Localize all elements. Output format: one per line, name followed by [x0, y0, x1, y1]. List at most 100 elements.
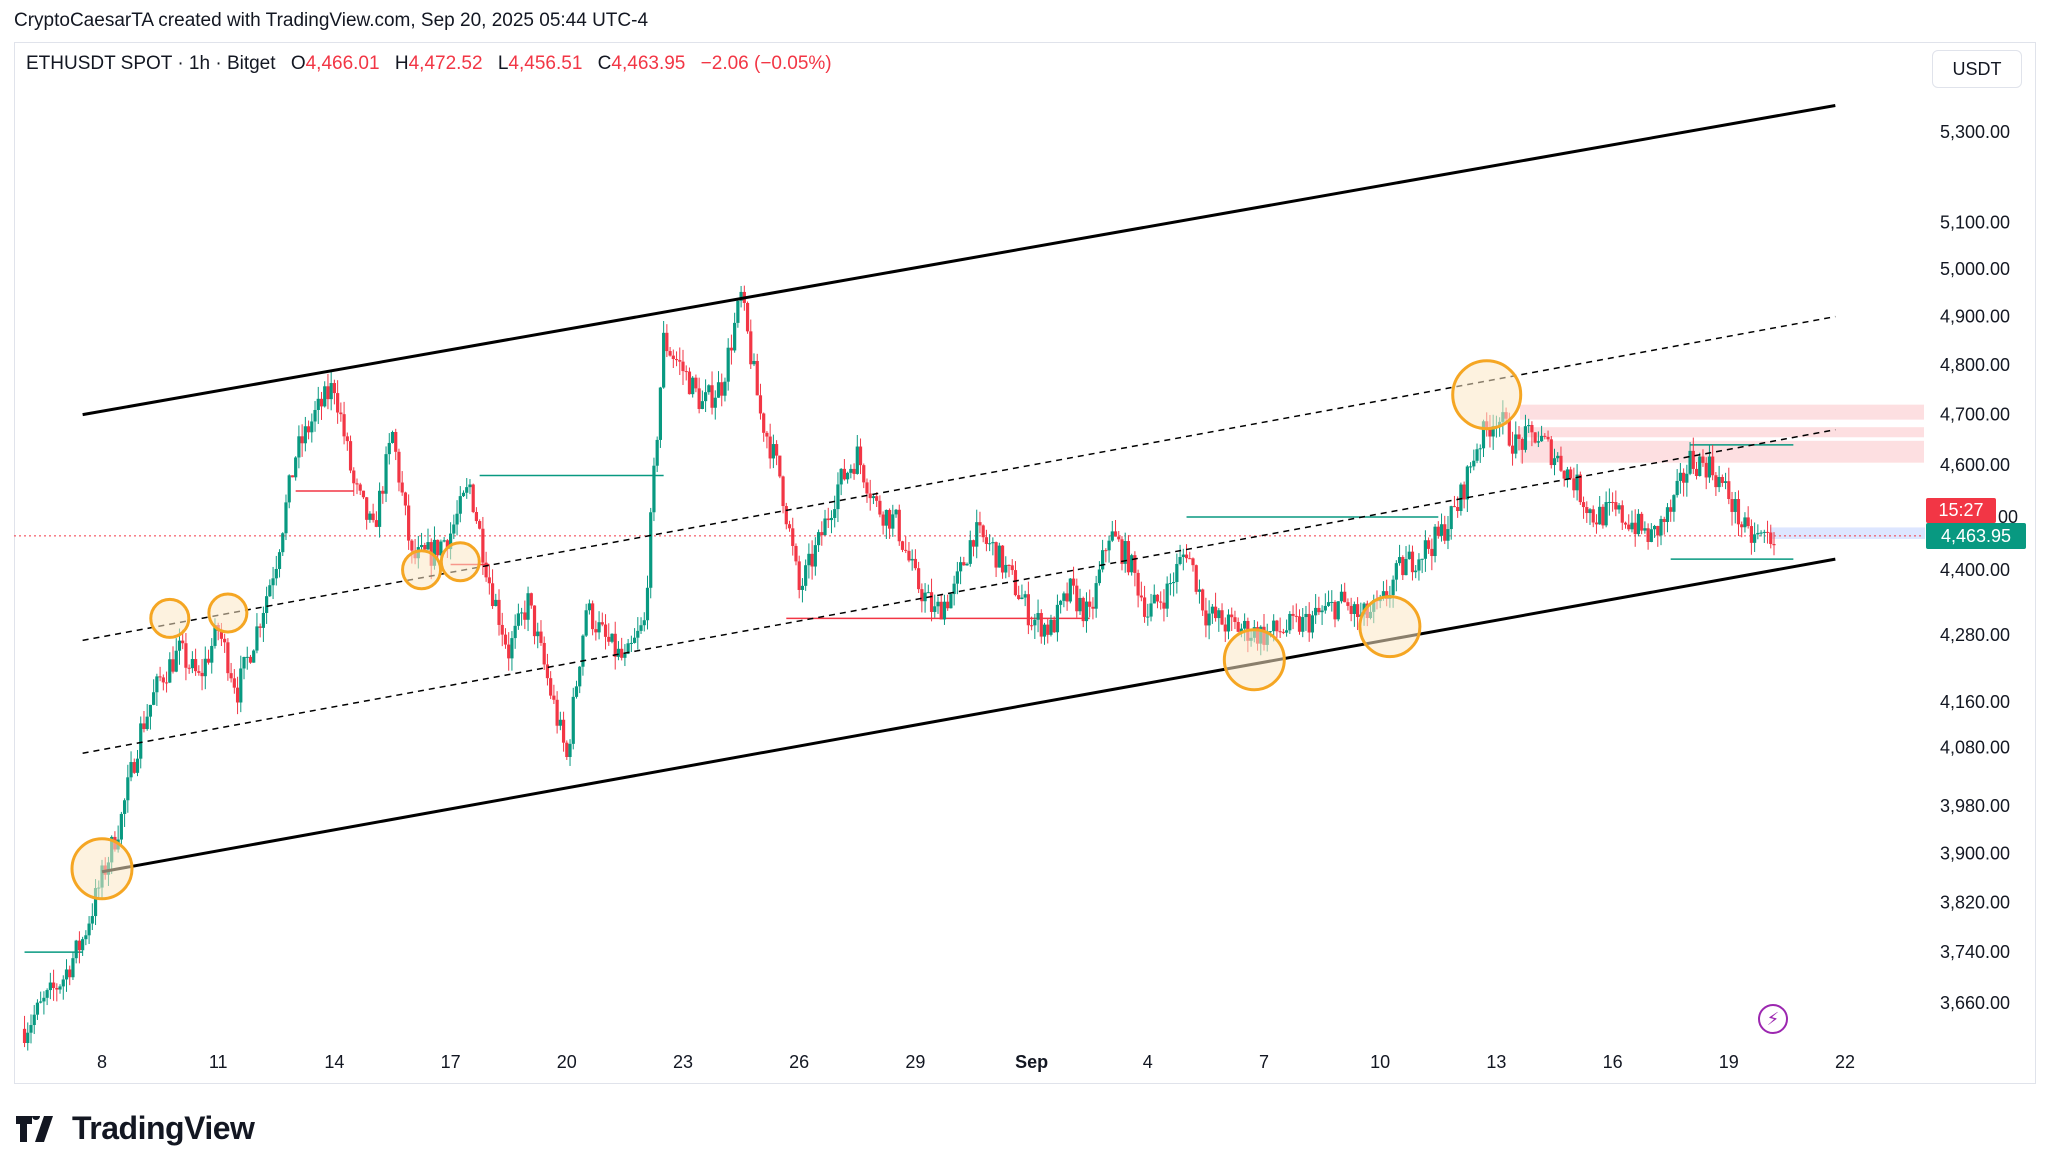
- candle-body: [194, 659, 198, 672]
- candle-body: [226, 642, 230, 674]
- touch-circle: [401, 549, 443, 591]
- candle-body: [1762, 531, 1766, 533]
- candle-body: [1191, 558, 1195, 566]
- candle-body: [210, 645, 214, 663]
- candle-body: [297, 436, 301, 458]
- candle-body: [42, 997, 46, 1002]
- candle-body: [887, 509, 892, 529]
- candle-body: [1356, 604, 1360, 617]
- candle-body: [1030, 625, 1034, 627]
- candle-body: [1749, 526, 1753, 543]
- candle-body: [471, 484, 475, 513]
- candle-body: [1178, 557, 1182, 564]
- x-tick-label: 26: [789, 1052, 809, 1072]
- candle-body: [1630, 522, 1634, 530]
- candle-body: [1110, 531, 1114, 541]
- candle-body: [1065, 593, 1069, 602]
- currency-button[interactable]: USDT: [1932, 50, 2022, 88]
- candle-body: [858, 446, 863, 466]
- candle-body: [1581, 502, 1586, 508]
- candle-body: [1633, 522, 1637, 535]
- candle-body: [971, 540, 976, 547]
- candle-body: [1230, 614, 1234, 618]
- last-price-tag: 4,463.95: [1926, 523, 2026, 549]
- lightning-icon[interactable]: ⚡: [1758, 1004, 1788, 1034]
- channel-upper-line: [82, 104, 1836, 417]
- candle-body: [410, 540, 414, 551]
- candle-body: [558, 719, 562, 726]
- candle-body: [584, 610, 588, 636]
- candle-body: [423, 544, 427, 550]
- candle-body: [1071, 578, 1076, 586]
- candle-body: [445, 540, 449, 550]
- candle-body: [1107, 540, 1111, 551]
- candle-body: [804, 565, 808, 586]
- candle-body: [436, 539, 440, 556]
- y-tick-label: 5,100.00: [1940, 212, 2010, 232]
- candle-body: [904, 549, 908, 551]
- candle-body: [739, 291, 743, 301]
- candle-body: [1527, 425, 1531, 427]
- candle-body: [1272, 620, 1276, 632]
- candle-body: [784, 506, 788, 525]
- candle-body: [1278, 631, 1282, 633]
- candle-body: [1559, 455, 1563, 471]
- candle-body: [1446, 529, 1450, 541]
- candle-body: [261, 612, 265, 628]
- candle-body: [610, 633, 614, 642]
- candle-body: [710, 385, 714, 408]
- candle-body: [432, 539, 437, 566]
- candle-body: [1042, 624, 1047, 637]
- candle-body: [158, 676, 162, 678]
- candle-body: [1714, 475, 1718, 488]
- candle-body: [600, 622, 604, 625]
- candle-body: [84, 935, 88, 940]
- candle-body: [988, 543, 992, 545]
- chart-pane[interactable]: [14, 42, 2036, 1084]
- candle-body: [1414, 570, 1418, 573]
- candle-body: [752, 360, 756, 365]
- symbol-label[interactable]: ETHUSDT SPOT · 1h · Bitget: [26, 53, 276, 74]
- candle-body: [1026, 594, 1030, 626]
- candle-body: [1449, 506, 1453, 530]
- candle-body: [975, 522, 979, 547]
- candle-body: [868, 493, 872, 499]
- candle-body: [1623, 522, 1628, 525]
- candle-body: [942, 601, 947, 620]
- candle-body: [1023, 594, 1027, 598]
- candle-body: [652, 465, 656, 513]
- candle-body: [849, 468, 853, 473]
- price-axis: 5,300.00 5,100.00 5,000.00 4,900.00 4,800.00…: [1940, 122, 2018, 1013]
- channel-mid-line-lower: [82, 428, 1836, 754]
- candle-body: [1397, 557, 1402, 564]
- candle-body: [733, 322, 737, 351]
- candle-body: [1333, 601, 1337, 620]
- candle-body: [74, 940, 78, 959]
- candle-body: [949, 594, 953, 609]
- candle-body: [1049, 619, 1053, 635]
- candle-body: [623, 653, 627, 658]
- candle-body: [723, 381, 727, 396]
- ohlc-legend: ETHUSDT SPOT · 1h · Bitget O4,466.01 H4,…: [26, 53, 832, 75]
- y-tick-label: 5,300.00: [1940, 122, 2010, 142]
- tradingview-logo[interactable]: TradingView: [16, 1110, 255, 1147]
- candle-body: [797, 561, 801, 590]
- candle-body: [1759, 532, 1763, 534]
- candle-body: [1052, 619, 1056, 633]
- candle-body: [1723, 481, 1728, 483]
- candle-body: [300, 436, 304, 444]
- candle-body: [894, 509, 898, 515]
- candle-body: [77, 940, 82, 951]
- candle-body: [1320, 610, 1324, 613]
- candle-body: [1094, 583, 1098, 609]
- candle-body: [1465, 466, 1469, 500]
- candle-body: [526, 593, 530, 620]
- candle-body: [258, 626, 262, 628]
- candle-body: [787, 524, 792, 529]
- candle-body: [1507, 418, 1511, 446]
- candle-body: [697, 388, 701, 409]
- candle-body: [1646, 528, 1650, 542]
- candle-body: [1339, 591, 1344, 602]
- candle-body: [139, 723, 143, 759]
